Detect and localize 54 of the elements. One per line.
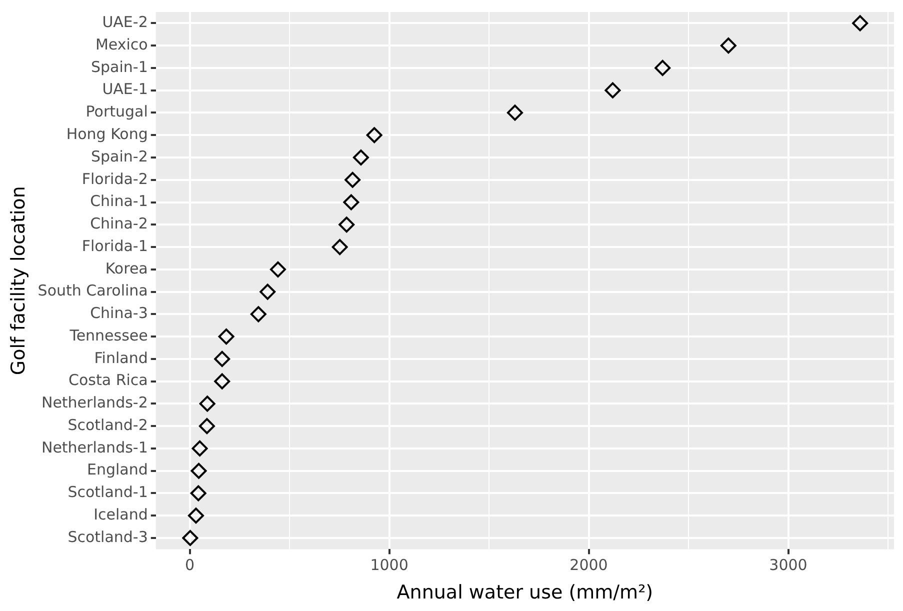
x-tick-label: 0 [185,556,195,574]
y-tick-label: Scotland-1 [68,483,148,502]
y-tick-label: UAE-1 [102,80,148,98]
point [506,104,523,121]
point [352,149,369,166]
y-tick-label: Florida-1 [82,236,148,255]
point [270,261,286,278]
y-tick-label: Finland [94,348,148,367]
x-axis-title: Annual water use (mm/m²) [396,582,654,604]
point [654,60,671,76]
y-tick-label: Florida-2 [82,170,148,188]
y-tick-label: South Carolina [38,282,148,300]
y-tick-label: Iceland [94,506,148,524]
y-tick-label: Scotland-3 [68,528,148,546]
y-tick-label: UAE-2 [102,13,148,32]
point [344,172,361,188]
y-tick-label: Hong Kong [66,125,148,143]
y-tick-label: England [86,460,148,479]
point [214,373,230,390]
y-tick-label: Tennessee [68,326,148,344]
point [343,194,360,210]
point [214,350,230,367]
y-axis-title: Golf facility location [7,186,30,376]
y-tick-label: Scotland-2 [68,416,148,434]
y-tick-label: Spain-2 [91,147,148,166]
y-tick-label: Spain-1 [91,58,148,76]
point [720,38,736,54]
point [332,239,348,256]
y-tick-label: China-3 [90,304,148,322]
point [192,440,208,456]
y-tick-label: Costa Rica [68,371,148,390]
x-tick-label: 3000 [769,556,808,574]
x-tick-label: 1000 [370,556,408,574]
y-tick-label: Netherlands-2 [41,394,148,412]
point [366,127,382,144]
point [190,462,207,479]
point [852,15,868,32]
point [338,216,355,233]
point [604,82,621,98]
y-tick-label: Portugal [86,102,148,121]
y-tick-label: Netherlands-1 [41,438,148,456]
point [260,284,276,300]
point [199,396,216,412]
x-tick-label: 2000 [570,556,608,574]
y-tick-label: Korea [105,259,148,278]
y-tick-label: China-1 [90,192,148,210]
y-tick-label: Mexico [95,35,148,54]
point [188,508,204,524]
point [182,530,198,546]
point [218,328,234,345]
point [190,485,206,502]
point [198,418,215,434]
y-tick-label: China-2 [90,214,148,233]
point [250,306,266,322]
